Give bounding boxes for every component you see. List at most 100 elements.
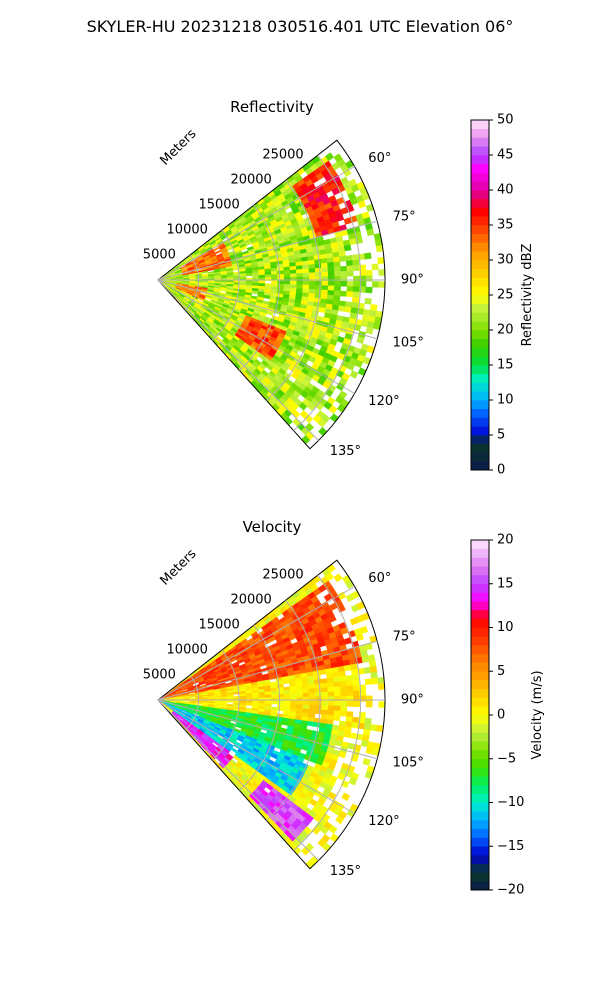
radar-gate bbox=[302, 264, 310, 270]
radar-gate bbox=[295, 708, 304, 713]
colorbar-segment bbox=[471, 767, 489, 777]
azimuth-tick-label: 135° bbox=[330, 864, 361, 879]
radar-gate bbox=[340, 281, 348, 287]
colorbar-segment bbox=[471, 303, 489, 313]
colorbar-segment bbox=[471, 732, 489, 742]
radar-gate bbox=[366, 228, 375, 237]
radar-gate bbox=[302, 704, 310, 710]
colorbar-segment bbox=[471, 163, 489, 173]
radar-gate bbox=[318, 427, 328, 437]
colorbar-tick-label: 5 bbox=[497, 428, 505, 443]
radar-gate bbox=[264, 691, 272, 696]
radar-gate bbox=[308, 263, 316, 270]
colorbar-segment bbox=[471, 697, 489, 707]
radar-gate bbox=[308, 688, 316, 694]
radar-gate bbox=[371, 263, 379, 271]
radar-gate bbox=[283, 700, 291, 705]
colorbar-segment bbox=[471, 706, 489, 716]
colorbar-segment bbox=[471, 312, 489, 322]
radar-gate bbox=[351, 674, 360, 681]
azimuth-tick-label: 120° bbox=[368, 814, 399, 829]
radar-gate bbox=[328, 614, 337, 623]
radial-tick-label: 15000 bbox=[198, 618, 239, 633]
radar-gate bbox=[245, 700, 253, 704]
radar-gate bbox=[308, 288, 316, 294]
radar-gate bbox=[344, 306, 352, 313]
radar-gate bbox=[327, 266, 335, 273]
radar-gate bbox=[271, 283, 278, 288]
radar-gate bbox=[308, 704, 316, 710]
radar-gate bbox=[333, 573, 343, 583]
colorbar-segment bbox=[471, 688, 489, 698]
radar-gate bbox=[289, 704, 297, 709]
colorbar-segment bbox=[471, 120, 489, 130]
colorbar-segment bbox=[471, 828, 489, 838]
radar-gate bbox=[315, 700, 323, 706]
radar-gate bbox=[329, 833, 339, 843]
colorbar-segment bbox=[471, 426, 489, 436]
colorbar-tick-label: 20 bbox=[497, 533, 514, 548]
radar-gate bbox=[364, 252, 372, 260]
colorbar-segment bbox=[471, 662, 489, 672]
colorbar-segment bbox=[471, 190, 489, 200]
radar-gate bbox=[283, 266, 291, 271]
colorbar-tick-label: 40 bbox=[497, 183, 514, 198]
radar-gate bbox=[319, 669, 327, 676]
colorbar-segment bbox=[471, 391, 489, 401]
radar-gate bbox=[346, 695, 354, 702]
radar-gate bbox=[334, 700, 342, 707]
radar-gate bbox=[321, 289, 329, 296]
radar-gate bbox=[321, 285, 329, 291]
radar-gate bbox=[290, 693, 297, 698]
radar-gate bbox=[296, 280, 304, 286]
radar-gate bbox=[321, 709, 329, 716]
colorbar-segment bbox=[471, 802, 489, 812]
radar-gate bbox=[352, 679, 360, 686]
range-ring bbox=[266, 179, 321, 401]
colorbar-tick-label: 15 bbox=[497, 576, 514, 591]
radar-gate bbox=[328, 701, 335, 707]
colorbar-tick-label: 0 bbox=[497, 708, 505, 723]
radar-gate bbox=[342, 168, 352, 178]
radar-gate bbox=[338, 305, 346, 312]
radial-tick-label: 25000 bbox=[262, 148, 303, 163]
colorbar-segment bbox=[471, 618, 489, 628]
radar-gate bbox=[302, 692, 310, 698]
colorbar-segment bbox=[471, 820, 489, 830]
velocity-colorbar: −20 −15 −10 −5 0 5 10 15 20 bbox=[470, 533, 524, 898]
radar-gate bbox=[314, 263, 322, 269]
radar-gate bbox=[290, 280, 297, 285]
radar-gate bbox=[327, 290, 335, 296]
radar-gate bbox=[289, 265, 297, 271]
radar-gate bbox=[378, 269, 385, 276]
radar-gate bbox=[227, 700, 234, 703]
azimuth-gridline bbox=[157, 279, 355, 394]
azimuth-tick-label: 75° bbox=[393, 210, 416, 225]
colorbar-segment bbox=[471, 146, 489, 156]
velocity-colorbar-label: Velocity (m/s) bbox=[530, 670, 545, 759]
radar-gate bbox=[302, 284, 310, 290]
radar-gate bbox=[283, 280, 291, 285]
radar-gate bbox=[364, 678, 373, 685]
figure-suptitle: SKYLER-HU 20231218 030516.401 UTC Elevat… bbox=[87, 17, 514, 36]
radar-gate bbox=[340, 265, 348, 272]
radar-gate bbox=[302, 688, 310, 694]
radar-gate bbox=[277, 706, 285, 712]
radial-tick-label: 5000 bbox=[143, 668, 176, 683]
colorbar-segment bbox=[471, 575, 489, 585]
azimuth-gridline bbox=[157, 166, 355, 281]
radar-gate bbox=[353, 701, 361, 708]
colorbar-segment bbox=[471, 295, 489, 305]
radar-gate bbox=[314, 687, 323, 693]
radar-gate bbox=[296, 284, 304, 290]
radar-gate bbox=[353, 690, 360, 697]
radar-gate bbox=[333, 686, 341, 692]
radar-field bbox=[158, 563, 385, 869]
radar-gate bbox=[289, 689, 297, 695]
colorbar-tick-label: 15 bbox=[497, 358, 514, 373]
colorbar-segment bbox=[471, 373, 489, 383]
radar-gate bbox=[351, 716, 360, 724]
radar-gate bbox=[302, 272, 310, 278]
radar-gate bbox=[296, 700, 304, 706]
range-ring bbox=[211, 229, 240, 341]
